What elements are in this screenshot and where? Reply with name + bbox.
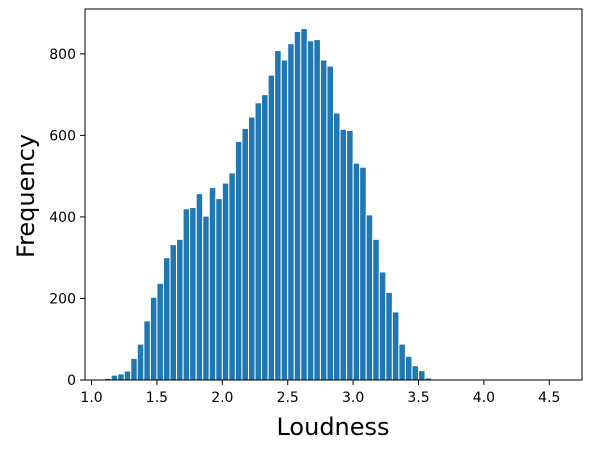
histogram-bar-10: [170, 245, 177, 380]
histogram-bar-43: [386, 292, 393, 380]
histogram-bar-14: [196, 194, 203, 380]
histogram-bar-13: [190, 208, 197, 380]
histogram-bar-17: [216, 199, 223, 380]
histogram-bar-2: [118, 374, 125, 380]
histogram-bar-30: [301, 29, 308, 380]
histogram-bar-3: [124, 371, 131, 380]
histogram-bar-11: [177, 239, 184, 380]
y-tick-label-0: 0: [67, 373, 76, 389]
x-axis-label: Loudness: [276, 413, 389, 441]
histogram-bar-48: [419, 371, 426, 380]
x-tick-label-7: 4.5: [538, 390, 560, 406]
histogram-bar-8: [157, 283, 164, 380]
y-axis-ticks: 0 200 400 600 800: [49, 47, 85, 389]
x-tick-label-3: 2.5: [277, 390, 299, 406]
histogram-bar-32: [314, 40, 321, 380]
histogram-bar-23: [255, 103, 262, 380]
histogram-bar-7: [150, 297, 157, 380]
histogram-bar-42: [379, 272, 386, 380]
y-tick-label-1: 200: [49, 291, 76, 307]
x-tick-label-6: 4.0: [473, 390, 495, 406]
histogram-bar-34: [327, 66, 334, 380]
histogram-bar-38: [353, 163, 360, 380]
histogram-bar-36: [340, 129, 347, 380]
histogram-bar-33: [320, 60, 327, 380]
histogram-bar-5: [137, 344, 144, 380]
histogram-bar-44: [392, 312, 399, 380]
histogram-bar-35: [334, 113, 341, 380]
y-tick-label-3: 600: [49, 128, 76, 144]
histogram-bar-15: [203, 216, 210, 380]
histogram-bar-12: [183, 209, 190, 380]
histogram-bars: [105, 29, 432, 380]
histogram-bar-4: [131, 358, 138, 380]
histogram-bar-25: [268, 75, 275, 380]
histogram-bar-9: [163, 258, 170, 380]
y-axis-label: Frequency: [12, 134, 40, 258]
x-tick-label-1: 1.5: [146, 390, 168, 406]
x-axis-ticks: 1.0 1.5 2.0 2.5 3.0 3.5 4.0 4.5: [80, 380, 560, 406]
histogram-bar-24: [262, 95, 269, 380]
histogram-bar-18: [222, 183, 229, 380]
histogram-bar-29: [294, 31, 301, 380]
histogram-bar-20: [235, 142, 242, 381]
histogram-bar-45: [399, 344, 406, 380]
histogram-bar-26: [275, 51, 282, 380]
histogram-bar-37: [347, 130, 354, 380]
histogram-bar-31: [307, 41, 314, 380]
y-tick-label-2: 400: [49, 210, 76, 226]
histogram-bar-40: [366, 215, 373, 380]
x-tick-label-2: 2.0: [211, 390, 233, 406]
histogram-bar-47: [412, 366, 419, 380]
x-tick-label-4: 3.0: [342, 390, 364, 406]
x-tick-label-0: 1.0: [80, 390, 102, 406]
histogram-bar-19: [229, 173, 236, 380]
x-tick-label-5: 3.5: [407, 390, 429, 406]
histogram-bar-41: [373, 239, 380, 380]
histogram-bar-6: [144, 321, 151, 380]
histogram-bar-16: [209, 188, 216, 380]
histogram-bar-21: [242, 128, 249, 380]
histogram-bar-46: [405, 356, 412, 380]
y-tick-label-4: 800: [49, 47, 76, 63]
histogram-bar-39: [360, 167, 367, 380]
histogram-bar-22: [248, 117, 255, 380]
histogram-bar-28: [288, 44, 295, 380]
histogram-bar-27: [281, 60, 288, 380]
histogram-bar-1: [111, 375, 118, 380]
